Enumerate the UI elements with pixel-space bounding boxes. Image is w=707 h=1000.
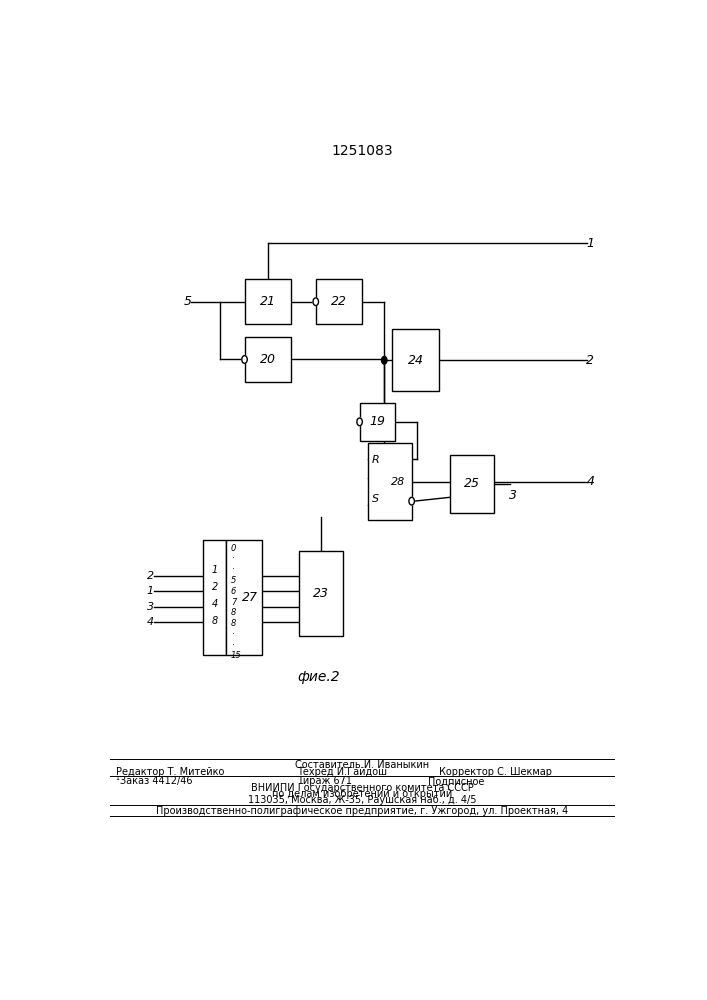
Text: 20: 20 — [259, 353, 276, 366]
Text: Корректор С. Шекмар: Корректор С. Шекмар — [439, 767, 552, 777]
Text: 3: 3 — [147, 602, 154, 612]
Circle shape — [242, 356, 247, 363]
Text: Техред И.Гайдош: Техред И.Гайдош — [297, 767, 387, 777]
Text: ¹Заказ 4412/46: ¹Заказ 4412/46 — [116, 776, 192, 786]
Text: Подписное: Подписное — [428, 776, 484, 786]
Bar — [368, 443, 411, 520]
Circle shape — [313, 298, 318, 306]
Text: 21: 21 — [259, 295, 276, 308]
Bar — [245, 279, 291, 324]
Text: 1251083: 1251083 — [332, 144, 393, 158]
Text: 4: 4 — [212, 599, 218, 609]
Text: 3: 3 — [509, 489, 517, 502]
Text: Редактор Т. Митейко: Редактор Т. Митейко — [116, 767, 224, 777]
Text: 8: 8 — [212, 616, 218, 626]
Text: фие.2: фие.2 — [297, 670, 340, 684]
Text: ВНИИПИ Государственного комитета СССР: ВНИИПИ Государственного комитета СССР — [251, 783, 474, 793]
Text: 28: 28 — [392, 477, 406, 487]
Text: ·: · — [231, 554, 233, 563]
Bar — [204, 540, 226, 655]
Text: 22: 22 — [331, 295, 347, 308]
Text: по делам изобретений и открытий: по делам изобретений и открытий — [272, 789, 452, 799]
Text: 6: 6 — [231, 587, 236, 596]
Text: 4: 4 — [586, 475, 595, 488]
Text: 5: 5 — [184, 295, 192, 308]
Text: 1: 1 — [586, 237, 595, 250]
Text: 8: 8 — [231, 608, 236, 617]
Text: 2: 2 — [586, 354, 595, 367]
Text: Тираж 671: Тираж 671 — [297, 776, 351, 786]
Text: 5: 5 — [231, 576, 236, 585]
Text: Составитель И. Иваныкин: Составитель И. Иваныкин — [296, 760, 429, 770]
Text: 1: 1 — [212, 565, 218, 575]
Text: 2: 2 — [147, 571, 154, 581]
Bar — [360, 403, 395, 441]
Text: 19: 19 — [369, 415, 385, 428]
Text: 113035, Москва, Ж-35, Раушская наб., д. 4/5: 113035, Москва, Ж-35, Раушская наб., д. … — [248, 795, 477, 805]
Bar — [450, 455, 494, 513]
Text: ·: · — [231, 630, 233, 639]
Text: 7: 7 — [231, 598, 236, 607]
Text: 23: 23 — [313, 587, 329, 600]
Bar — [245, 337, 291, 382]
Bar — [299, 551, 343, 636]
Text: ·: · — [231, 641, 233, 650]
Text: R: R — [372, 455, 380, 465]
Text: 25: 25 — [464, 477, 480, 490]
Text: 8: 8 — [231, 619, 236, 628]
Text: S: S — [372, 494, 379, 504]
Text: 1: 1 — [147, 586, 154, 596]
Text: 0: 0 — [231, 544, 236, 553]
Bar — [392, 329, 439, 391]
Text: 4: 4 — [147, 617, 154, 627]
Circle shape — [382, 356, 387, 364]
Text: 24: 24 — [408, 354, 423, 367]
Bar — [226, 540, 262, 655]
Circle shape — [357, 418, 363, 426]
Bar — [316, 279, 362, 324]
Text: ·: · — [231, 565, 233, 574]
Circle shape — [409, 497, 414, 505]
Text: 15: 15 — [231, 651, 242, 660]
Text: 2: 2 — [212, 582, 218, 592]
Text: 27: 27 — [242, 591, 257, 604]
Text: Производственно-полиграфическое предприятие, г. Ужгород, ул. Проектная, 4: Производственно-полиграфическое предприя… — [156, 806, 568, 816]
